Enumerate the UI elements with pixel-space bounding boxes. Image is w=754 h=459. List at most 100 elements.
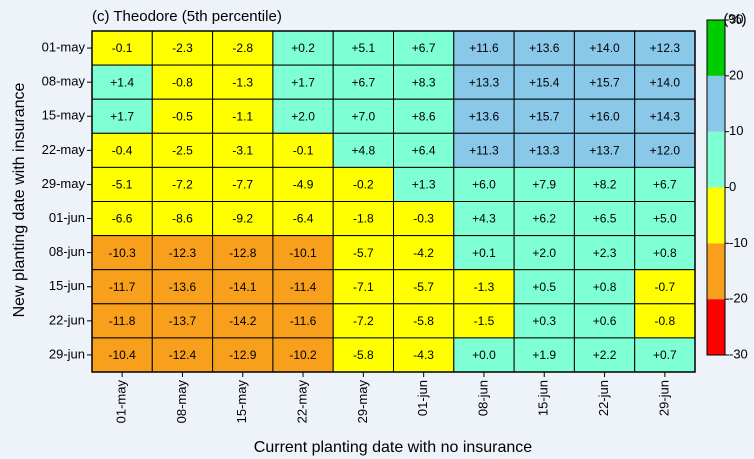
cell-label: +5.1 — [351, 41, 375, 55]
cell — [151, 64, 214, 100]
cell — [453, 337, 515, 373]
cell-label: -12.3 — [169, 246, 197, 260]
cell-label: +11.6 — [469, 41, 499, 55]
x-axis-label: Current planting date with no insurance — [254, 439, 532, 456]
cell-label: +13.6 — [529, 41, 560, 55]
y-tick-label: 29-may — [42, 176, 86, 191]
cell — [151, 98, 214, 134]
cell — [573, 303, 636, 339]
cell — [573, 30, 636, 66]
x-tick-label: 29-may — [355, 380, 370, 424]
cell-label: -5.8 — [353, 348, 374, 362]
cell — [332, 235, 395, 271]
cell-label: +7.0 — [351, 109, 375, 123]
cell-label: -5.1 — [112, 178, 133, 192]
cell-label: +14.3 — [650, 109, 681, 123]
cell-label: +8.6 — [412, 109, 436, 123]
cell-label: -8.6 — [172, 212, 193, 226]
y-tick-label: 22-may — [42, 142, 86, 157]
cell — [151, 337, 214, 373]
cell — [151, 235, 214, 271]
cell-label: -7.7 — [232, 178, 253, 192]
cell — [573, 201, 636, 237]
cell-label: +15.4 — [529, 75, 560, 89]
y-axis-label: New planting date with insurance — [11, 83, 28, 318]
cell-label: +1.7 — [291, 75, 315, 89]
cell-label: +2.2 — [593, 348, 617, 362]
cell-label: -1.8 — [353, 212, 374, 226]
cell-label: +15.7 — [589, 75, 620, 89]
x-tick-label: 08-jun — [475, 380, 490, 416]
cell — [513, 166, 575, 202]
cell-label: +12.0 — [650, 144, 681, 158]
cell-label: -11.6 — [290, 314, 317, 328]
cell-label: -0.7 — [655, 280, 676, 294]
cell-label: +2.3 — [593, 246, 617, 260]
cell-label: +8.2 — [593, 178, 617, 192]
colorbar-tick-label: -30 — [729, 346, 748, 361]
cell-label: +13.7 — [589, 144, 620, 158]
cell-label: -0.5 — [172, 109, 193, 123]
cell-label: -7.2 — [353, 314, 374, 328]
cell-label: +6.7 — [653, 178, 677, 192]
colorbar-segment — [707, 75, 725, 132]
cell-label: -0.2 — [353, 178, 374, 192]
cell-label: +14.0 — [650, 75, 681, 89]
cell-label: -0.8 — [172, 75, 193, 89]
cell-label: +2.0 — [291, 109, 315, 123]
cell — [151, 201, 214, 237]
y-tick-label: 22-jun — [49, 312, 85, 327]
cell — [513, 235, 575, 271]
cell — [393, 303, 455, 339]
cell — [332, 303, 395, 339]
cell — [272, 235, 334, 271]
cell-label: -9.2 — [232, 212, 253, 226]
cell — [393, 166, 455, 202]
plot-frame — [91, 30, 696, 373]
colorbar-segment — [707, 243, 725, 300]
cell — [453, 235, 515, 271]
cell-label: +11.3 — [469, 144, 499, 158]
cell — [91, 30, 153, 66]
cell-label: -11.7 — [109, 280, 136, 294]
colorbar-tick-label: -20 — [729, 291, 748, 306]
cell-label: +6.7 — [351, 75, 375, 89]
cell-label: +13.3 — [469, 75, 500, 89]
cell — [272, 132, 334, 168]
y-tick-label: 01-may — [42, 39, 86, 54]
cell-label: -10.3 — [108, 246, 136, 260]
cell-label: -0.1 — [112, 41, 133, 55]
cell — [91, 235, 153, 271]
cell — [453, 30, 515, 66]
cell — [453, 98, 515, 134]
cell-label: +0.6 — [593, 314, 617, 328]
cell — [453, 64, 515, 100]
cell-label: -5.7 — [353, 246, 374, 260]
cell-label: -11.8 — [109, 314, 136, 328]
cell-label: +13.6 — [469, 109, 500, 123]
cell-label: -0.1 — [293, 144, 314, 158]
cell-label: -0.8 — [655, 314, 676, 328]
cell-label: +13.3 — [529, 144, 560, 158]
cell-label: -6.4 — [293, 212, 314, 226]
x-tick-label: 01-jun — [415, 380, 430, 416]
cell — [393, 269, 455, 305]
cell-label: -11.4 — [290, 280, 317, 294]
cell — [151, 269, 214, 305]
cell — [634, 235, 696, 271]
colorbar-segment — [707, 131, 725, 188]
x-tick-label: 01-may — [114, 380, 129, 424]
colorbar-tick-label: 20 — [729, 67, 743, 82]
cell-label: +6.7 — [412, 41, 436, 55]
y-tick-label: 08-may — [42, 74, 86, 89]
cell-label: +0.8 — [593, 280, 617, 294]
cell-label: -2.5 — [172, 144, 193, 158]
cell-label: -12.4 — [169, 348, 197, 362]
cell-label: +16.0 — [589, 109, 620, 123]
x-tick-label: 15-may — [234, 380, 249, 424]
cell-label: -14.2 — [229, 314, 257, 328]
cell-label: -14.1 — [229, 280, 257, 294]
cell — [513, 64, 575, 100]
cell-label: +0.5 — [532, 280, 556, 294]
